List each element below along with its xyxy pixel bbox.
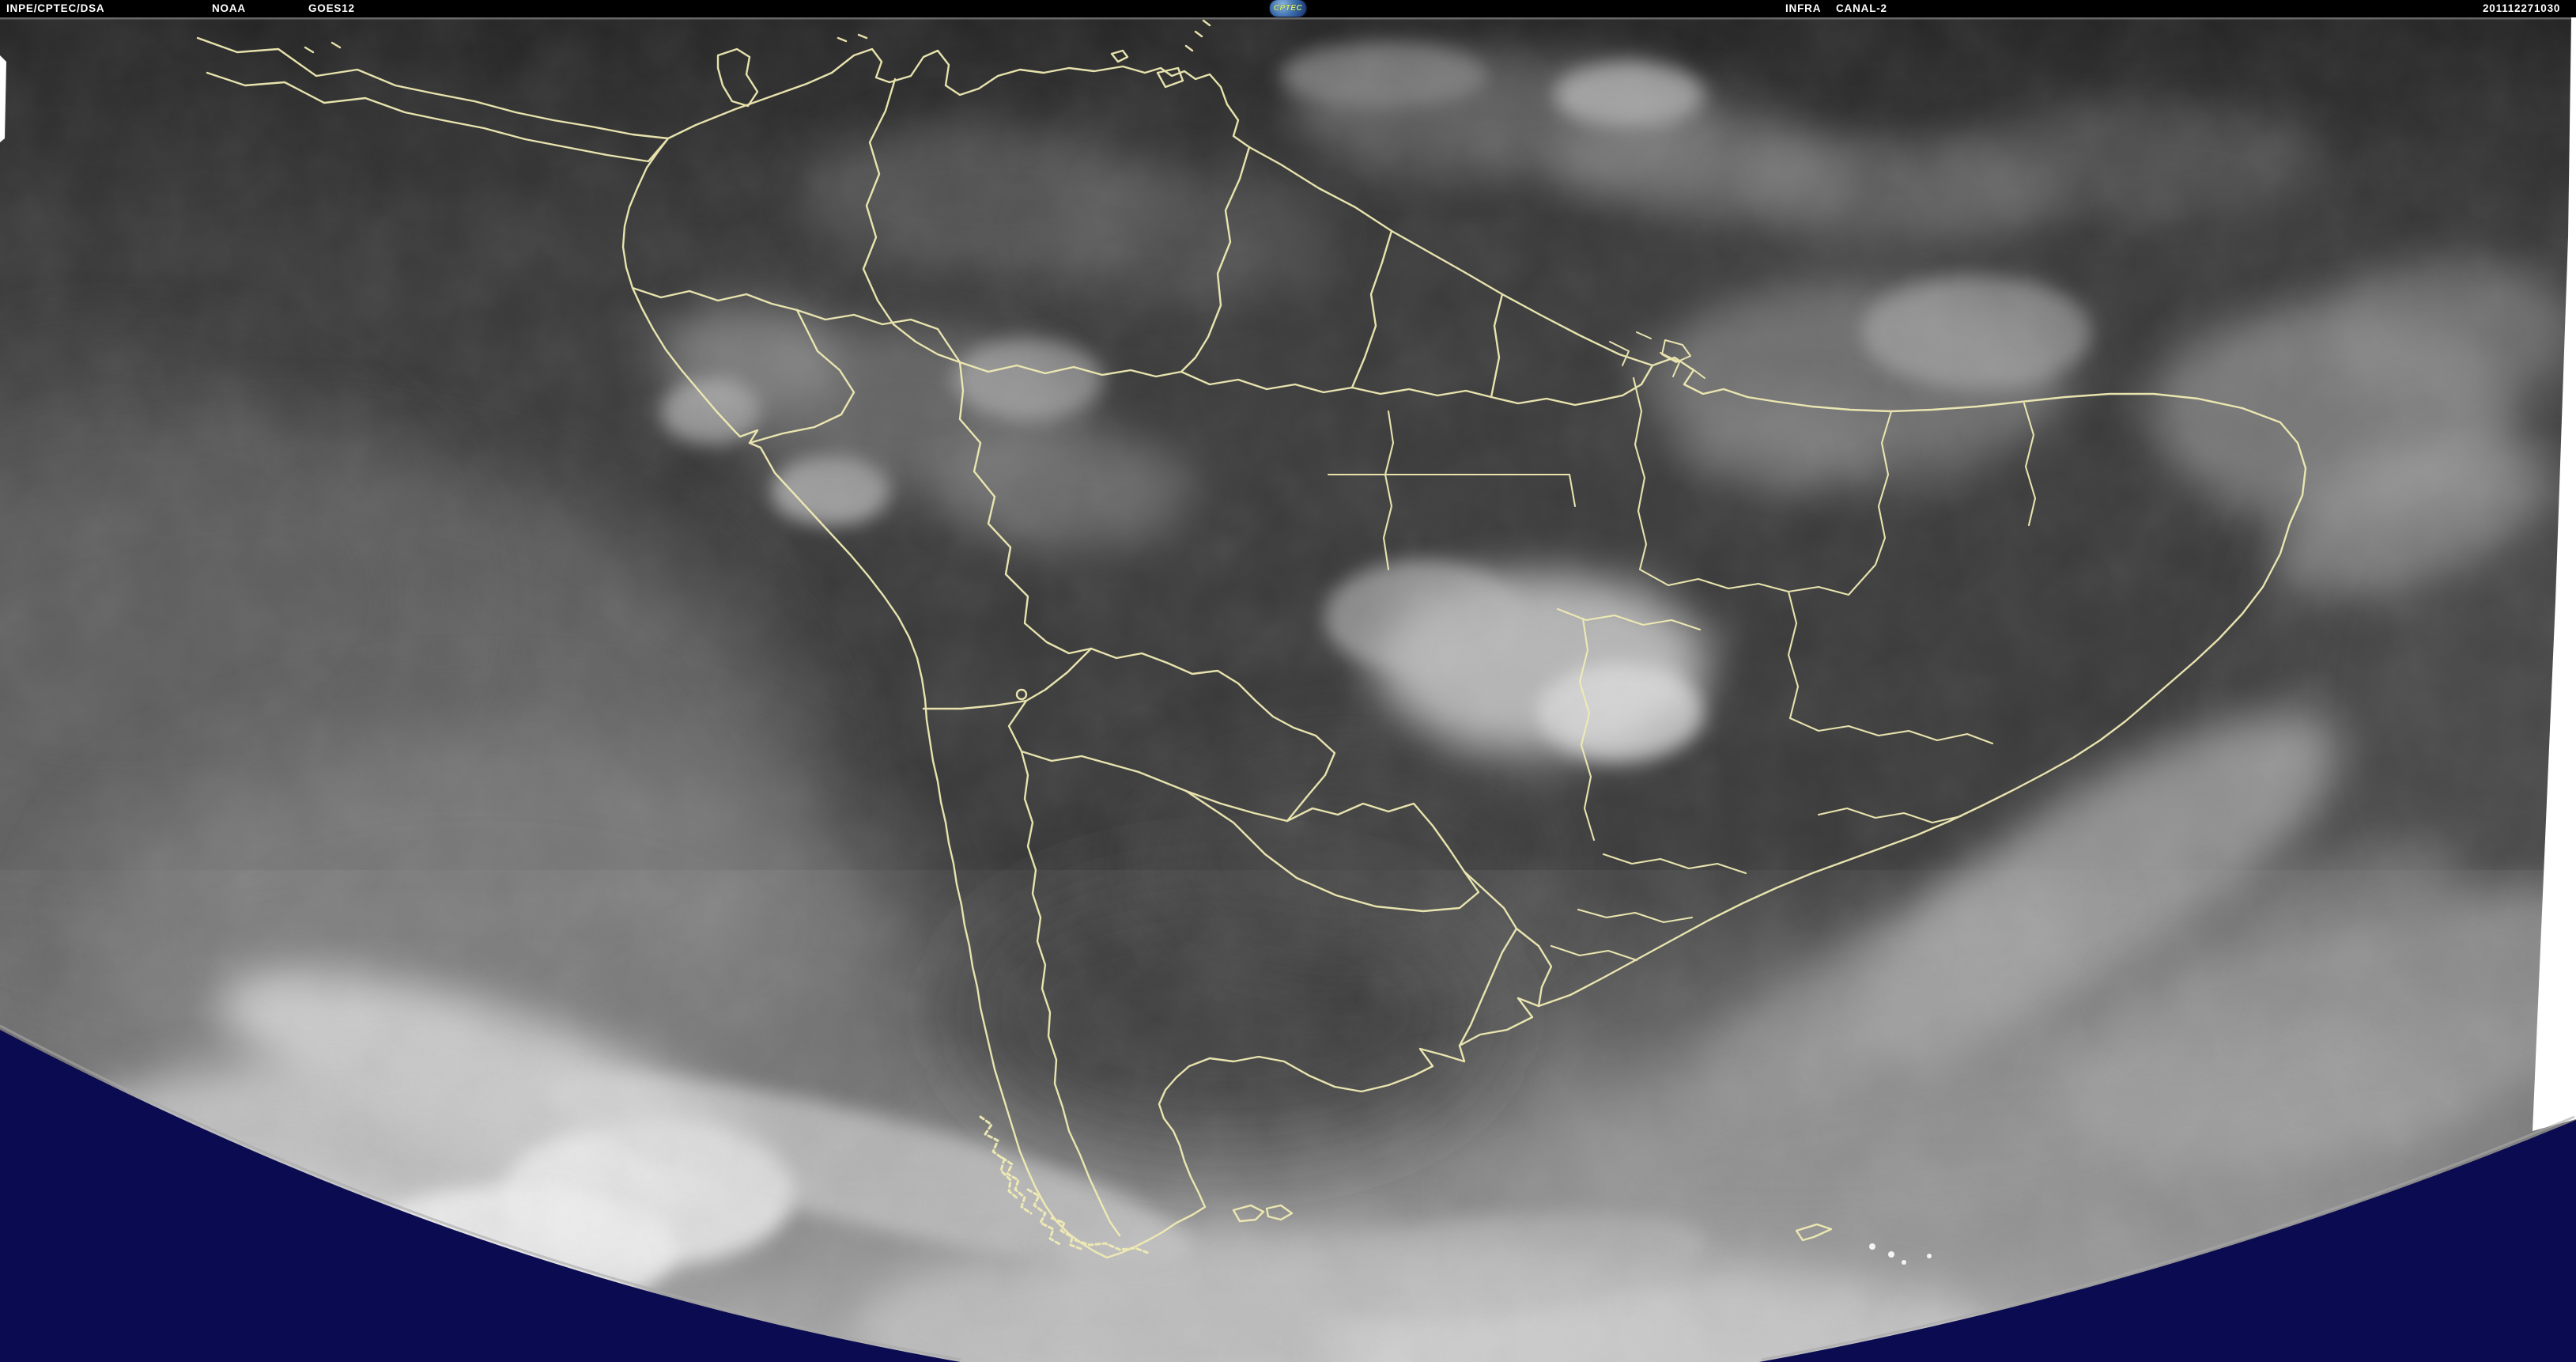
border-bolivia-argentina (1020, 750, 1188, 793)
border-guyana-brazil (1180, 370, 1354, 394)
border-ecuador-peru (748, 308, 856, 445)
border-uruguay-argentina (1458, 927, 1518, 1047)
border-guyana-suriname (1350, 229, 1393, 389)
border-brazil-bolivia (1165, 661, 1336, 823)
border-suriname-frguiana (1490, 293, 1504, 399)
channel-label: CANAL-2 (1836, 2, 1887, 14)
border-chile-argentina (1020, 750, 1121, 1237)
border-colombia-ecuador (631, 286, 799, 312)
border-acre-bolivia (1090, 647, 1169, 664)
border-paraguay-brazil (1286, 802, 1466, 873)
header-bar: INPE/CPTEC/DSA NOAA GOES12 CPTEC INFRA C… (0, 0, 2576, 17)
satellite-label: GOES12 (308, 2, 355, 14)
channel-type-label: INFRA (1785, 2, 1822, 14)
border-paraguay-argentina (1184, 789, 1480, 913)
border-bolivia-chile (1007, 699, 1028, 753)
brazil-state-borders (1327, 376, 2037, 962)
coastline-south-america (621, 47, 2307, 1259)
border-argentina-brazil (1463, 870, 1518, 930)
border-peru-brazil (958, 418, 1093, 655)
south-georgia-island (1795, 1223, 1833, 1242)
bright-specks (1869, 1243, 1932, 1265)
border-venezuela-brazil (958, 361, 1183, 378)
falkland-islands (1232, 1204, 1294, 1223)
border-bolivia-paraguay (1184, 789, 1289, 823)
data-void-strip (0, 17, 2576, 1131)
border-suriname-brazil (1350, 386, 1493, 399)
border-venezuela-guyana (1180, 146, 1251, 373)
lake-maracaibo (716, 47, 759, 108)
satellite-image (0, 17, 2576, 1362)
separator-line (0, 17, 2576, 20)
coastline-central-america (196, 36, 670, 163)
space-right (1759, 1120, 2576, 1362)
border-frguiana-brazil (1490, 364, 1654, 407)
cptec-logo-icon: CPTEC (1270, 0, 1306, 17)
border-colombia-venezuela (862, 78, 961, 364)
cptec-logo-text: CPTEC (1273, 4, 1303, 13)
timestamp-label: 201112271030 (2483, 2, 2561, 14)
space-left (0, 1030, 961, 1362)
caribbean-islands (304, 19, 1211, 89)
agency-label: INPE/CPTEC/DSA (6, 2, 105, 14)
border-colombia-peru (795, 308, 965, 421)
amazon-mouth-detail (1609, 331, 1705, 379)
patagonia-fjords (979, 1115, 1150, 1254)
border-uruguay-brazil (1515, 927, 1553, 1008)
border-lines (196, 19, 2307, 1259)
lake-titicaca (1015, 688, 1028, 701)
network-label: NOAA (212, 2, 246, 14)
limb-rim (0, 1024, 2575, 1361)
